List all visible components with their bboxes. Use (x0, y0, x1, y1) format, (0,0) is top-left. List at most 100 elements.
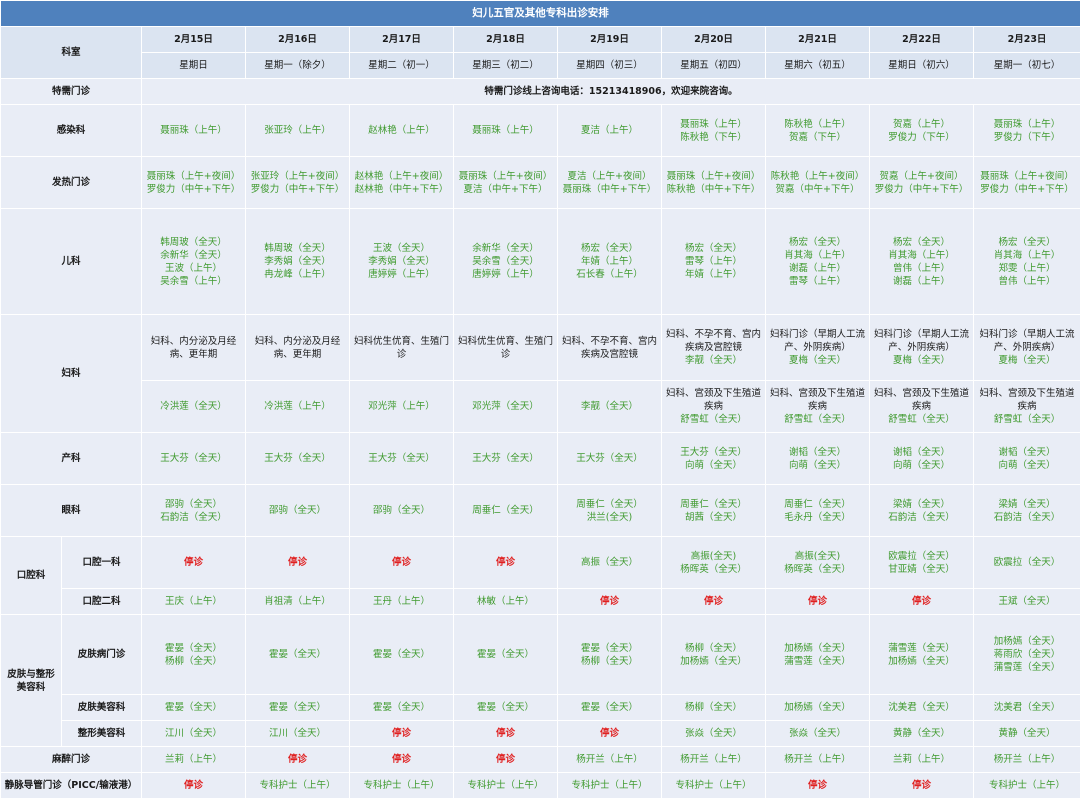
schedule-cell: 加杨嫣（全天） (765, 694, 870, 721)
cell-entries: 韩周玻（全天） 余新华（全天） 王波（上午） 吴余雪（上午） (144, 236, 243, 288)
special-clinic-note: 特需门诊线上咨询电话：15213418906，欢迎来院咨询。 (140, 78, 1080, 105)
subdept-label: 整形美容科 (61, 720, 142, 747)
cell-entries: 邵驹（全天） 石韵洁（全天） (144, 498, 243, 524)
schedule-cell: 加杨嫣（全天） 蒲雪莲（全天） (765, 614, 870, 695)
cell-entries: 周垂仁（全天） (456, 504, 555, 517)
doctor-entry: 黄静（全天） (892, 728, 950, 739)
closed-label: 停诊 (495, 754, 515, 765)
doctor-entry: 陈秋艳（下午） (680, 131, 747, 143)
clinic-description: 妇科优生优育、生殖门诊 (457, 335, 553, 360)
schedule-cell: 妇科、内分泌及月经病、更年期 (245, 314, 350, 381)
schedule-cell: 陈秋艳（上午） 贺嘉（下午） (765, 104, 870, 157)
doctor-entry: 杨开兰（上午） (993, 754, 1061, 765)
schedule-cell: 贺嘉（上午） 罗俊力（下午） (869, 104, 974, 157)
doctor-entry: 罗俊力（下午） (888, 131, 955, 143)
dept-label: 儿科 (0, 208, 142, 315)
cell-entries: 周垂仁（全天） 毛永丹（全天） (768, 498, 867, 524)
cell-entries: 王大芬（全天） (560, 452, 659, 465)
schedule-cell: 邵驹（全天） (349, 484, 454, 537)
doctor-entry: 杨开兰（上午） (680, 754, 747, 765)
schedule-cell: 停诊 (453, 720, 558, 747)
doctor-entry: 谢韬（全天） (998, 446, 1056, 458)
weekday-header: 星期四（初三） (557, 52, 662, 79)
clinic-description: 妇科门诊（早期人工流产、外阴疾病） (979, 329, 1075, 353)
clinic-description: 妇科、宫颈及下生殖道疾病 (769, 388, 865, 412)
doctor-entry: 加杨嫣（全天） (784, 702, 851, 713)
doctor-entry: 专科护士（上午） (467, 780, 544, 791)
doctor-entry: 聂丽珠（上午） (993, 118, 1061, 130)
cell-entries: 停诊 (456, 556, 555, 569)
schedule-cell: 专科护士（上午） (661, 772, 766, 799)
doctor-entry: 邓光萍（全天） (472, 401, 539, 412)
doctor-entry: 邓光萍（上午） (368, 401, 435, 412)
dept-label: 眼科 (0, 484, 142, 537)
closed-label: 停诊 (599, 728, 619, 739)
doctor-entry: 贺嘉（上午+夜间） (879, 170, 964, 182)
clinic-description: 妇科、宫颈及下生殖道疾病 (873, 388, 969, 412)
doctor-entry: 杨宏（全天） (892, 236, 950, 248)
schedule-cell: 停诊 (557, 720, 662, 747)
cell-entries: 停诊 (560, 727, 659, 740)
doctor-entry: 杨开兰（上午） (576, 754, 643, 765)
schedule-cell: 沈美君（全天） (869, 694, 974, 721)
schedule-cell: 冷洪莲（全天） (141, 380, 246, 433)
dept-label: 口腔科 (0, 536, 62, 615)
doctor-entry: 张亚玲（上午） (264, 125, 331, 136)
clinic-description: 妇科、内分泌及月经病、更年期 (150, 335, 237, 360)
schedule-cell: 王大芬（全天） 向萌（全天） (661, 432, 766, 485)
schedule-cell: 霍晏（全天） (349, 614, 454, 695)
doctor-entry: 陈秋艳（上午+夜间） (770, 170, 865, 182)
doctor-entry: 聂丽珠（上午+夜间） (146, 170, 241, 182)
doctor-entry: 韩周玻（全天） (264, 243, 331, 254)
doctor-entry: 唐婷婷（上午） (472, 269, 539, 280)
cell-entries: 谢韬（全天） 向萌（全天） (872, 446, 971, 472)
schedule-cell: 江川（全天） (245, 720, 350, 747)
subdept-label: 口腔一科 (61, 536, 142, 589)
schedule-cell: 霍晏（全天） (557, 694, 662, 721)
doctor-entry: 兰莉（上午） (164, 754, 222, 765)
schedule-cell: 陈秋艳（上午+夜间） 贺嘉（中午+下午） (765, 156, 870, 209)
cell-entries: 聂丽珠（上午） 罗俊力（下午） (976, 118, 1078, 144)
doctor-entry: 石长春（上午） (576, 269, 643, 280)
clinic-description: 妇科、不孕不育、宫内疾病及宫腔镜 (665, 329, 761, 353)
schedule-cell: 专科护士（上午） (972, 772, 1080, 799)
schedule-cell: 停诊 (349, 536, 454, 589)
cell-entries: 聂丽珠（上午+夜间） 夏洁（中午+下午） (456, 170, 555, 196)
schedule-cell: 停诊 (245, 746, 350, 773)
doctor-entry: 霍晏（全天） (372, 702, 430, 713)
cell-entries: 张焱（全天） (664, 727, 763, 740)
doctor-entry: 高振(全天) (794, 550, 841, 562)
schedule-cell: 停诊 (557, 588, 662, 615)
cell-entries: 停诊 (768, 595, 867, 608)
cell-entries: 妇科、宫颈及下生殖道疾病 舒雪虹（全天） (872, 387, 971, 426)
schedule-cell: 邓光萍（上午） (349, 380, 454, 433)
doctor-entry: 夏梅（全天） (892, 355, 950, 366)
doctor-entry: 霍晏（全天） (268, 702, 326, 713)
schedule-cell: 韩周玻（全天） 李秀娟（全天） 冉龙峰（上午） (245, 208, 350, 315)
cell-entries: 聂丽珠（上午+夜间） 陈秋艳（中午+下午） (664, 170, 763, 196)
doctor-entry: 聂丽珠（上午） (472, 125, 539, 136)
cell-entries: 王大芬（全天） (248, 452, 347, 465)
doctor-entry: 杨开兰（上午） (784, 754, 851, 765)
doctor-entry: 江川（全天） (164, 728, 222, 739)
schedule-cell: 杨开兰（上午） (765, 746, 870, 773)
schedule-cell: 霍晏（全天） (141, 694, 246, 721)
doctor-entry: 李靓（全天） (580, 401, 638, 412)
doctor-entry: 聂丽珠（上午+夜间） (980, 170, 1074, 182)
doctor-entry: 王大芬（全天） (368, 453, 435, 464)
schedule-cell: 停诊 (765, 588, 870, 615)
schedule-cell: 妇科优生优育、生殖门诊 (349, 314, 454, 381)
weekday-header: 星期日（初六） (869, 52, 974, 79)
schedule-cell: 停诊 (661, 588, 766, 615)
cell-entries: 邵驹（全天） (352, 504, 451, 517)
doctor-entry: 夏洁（上午+夜间） (567, 170, 652, 182)
cell-entries: 聂丽珠（上午） 陈秋艳（下午） (664, 118, 763, 144)
schedule-cell: 谢韬（全天） 向萌（全天） (869, 432, 974, 485)
schedule-cell: 高振(全天) 杨晖英（全天） (765, 536, 870, 589)
schedule-cell: 张焱（全天） (765, 720, 870, 747)
cell-entries: 王丹（上午） (352, 595, 451, 608)
schedule-cell: 王庆（上午） (141, 588, 246, 615)
schedule-cell: 谢韬（全天） 向萌（全天） (765, 432, 870, 485)
schedule-cell: 王大芬（全天） (557, 432, 662, 485)
